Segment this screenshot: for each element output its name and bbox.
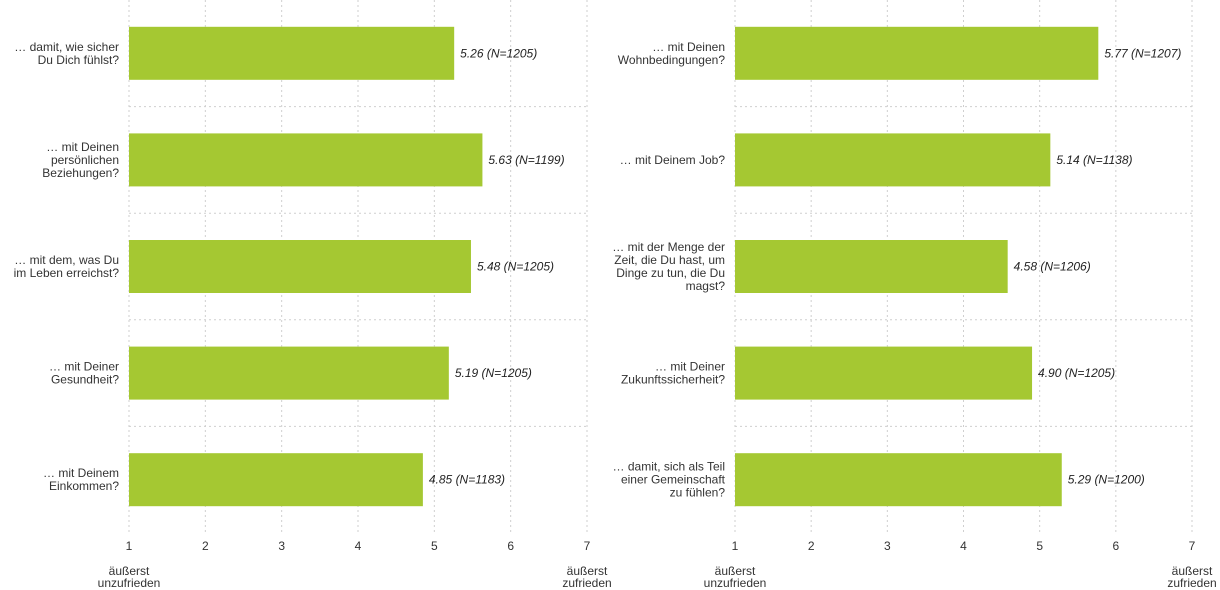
axis-end-label-left: äußerst	[109, 564, 150, 578]
bar	[129, 240, 471, 293]
category-label: einer Gemeinschaft	[621, 473, 726, 487]
x-tick-label: 7	[1189, 539, 1196, 553]
category-label: Gesundheit?	[51, 373, 119, 387]
category-label: Zeit, die Du hast, um	[614, 253, 725, 267]
category-label: … mit Deiner	[49, 360, 119, 374]
axis-end-label-left: unzufrieden	[98, 576, 161, 590]
bar	[129, 133, 483, 187]
category-label: Dinge zu tun, die Du	[616, 266, 725, 280]
category-label: … mit dem, was Du	[14, 253, 119, 267]
category-label: Wohnbedingungen?	[618, 53, 726, 67]
bar-value-label: 5.77 (N=1207)	[1104, 46, 1181, 60]
bar-value-label: 5.29 (N=1200)	[1068, 473, 1145, 487]
axis-end-label-right: äußerst	[1172, 564, 1213, 578]
axis-end-label-right: zufrieden	[562, 576, 611, 590]
category-label: … mit Deinen	[46, 140, 119, 154]
x-tick-label: 1	[126, 539, 133, 553]
category-label: Du Dich fühlst?	[38, 53, 120, 67]
category-label: … mit Deinen	[652, 40, 725, 54]
category-label: persönlichen	[51, 153, 119, 167]
bar	[735, 346, 1033, 400]
bar-value-label: 5.19 (N=1205)	[455, 366, 532, 380]
x-tick-label: 2	[808, 539, 815, 553]
bar-value-label: 5.26 (N=1205)	[460, 46, 537, 60]
bar	[735, 453, 1062, 507]
bar-value-label: 5.14 (N=1138)	[1056, 153, 1132, 167]
x-tick-label: 1	[732, 539, 739, 553]
category-label: Einkommen?	[49, 479, 119, 493]
bar-value-label: 4.85 (N=1183)	[429, 473, 505, 487]
axis-end-label-right: zufrieden	[1167, 576, 1216, 590]
category-label: Zukunftssicherheit?	[621, 373, 725, 387]
x-tick-label: 6	[1112, 539, 1119, 553]
x-tick-label: 6	[507, 539, 514, 553]
x-tick-label: 4	[355, 539, 362, 553]
x-tick-label: 5	[431, 539, 438, 553]
category-label: Beziehungen?	[42, 166, 119, 180]
x-tick-label: 3	[278, 539, 285, 553]
bar-value-label: 5.48 (N=1205)	[477, 260, 554, 274]
category-label: … damit, wie sicher	[14, 40, 119, 54]
axis-end-label-left: äußerst	[715, 564, 756, 578]
category-label: … mit der Menge der	[612, 240, 725, 254]
bar	[129, 26, 455, 80]
category-label: zu fühlen?	[670, 486, 726, 500]
bar	[735, 133, 1051, 187]
category-label: … damit, sich als Teil	[613, 460, 725, 474]
bar	[735, 240, 1008, 293]
category-label: magst?	[686, 279, 726, 293]
bar-value-label: 4.90 (N=1205)	[1038, 366, 1115, 380]
bar-value-label: 4.58 (N=1206)	[1014, 260, 1091, 274]
category-label: … mit Deinem	[43, 466, 119, 480]
x-tick-label: 7	[584, 539, 591, 553]
axis-end-label-right: äußerst	[567, 564, 608, 578]
x-tick-label: 3	[884, 539, 891, 553]
bar-value-label: 5.63 (N=1199)	[488, 153, 564, 167]
axis-end-label-left: unzufrieden	[704, 576, 767, 590]
bar	[129, 346, 449, 400]
x-tick-label: 5	[1036, 539, 1043, 553]
x-tick-label: 4	[960, 539, 967, 553]
x-tick-label: 2	[202, 539, 209, 553]
bar	[735, 26, 1099, 80]
category-label: … mit Deinem Job?	[620, 153, 726, 167]
bar	[129, 453, 423, 507]
category-label: … mit Deiner	[655, 360, 725, 374]
category-label: im Leben erreichst?	[14, 266, 120, 280]
